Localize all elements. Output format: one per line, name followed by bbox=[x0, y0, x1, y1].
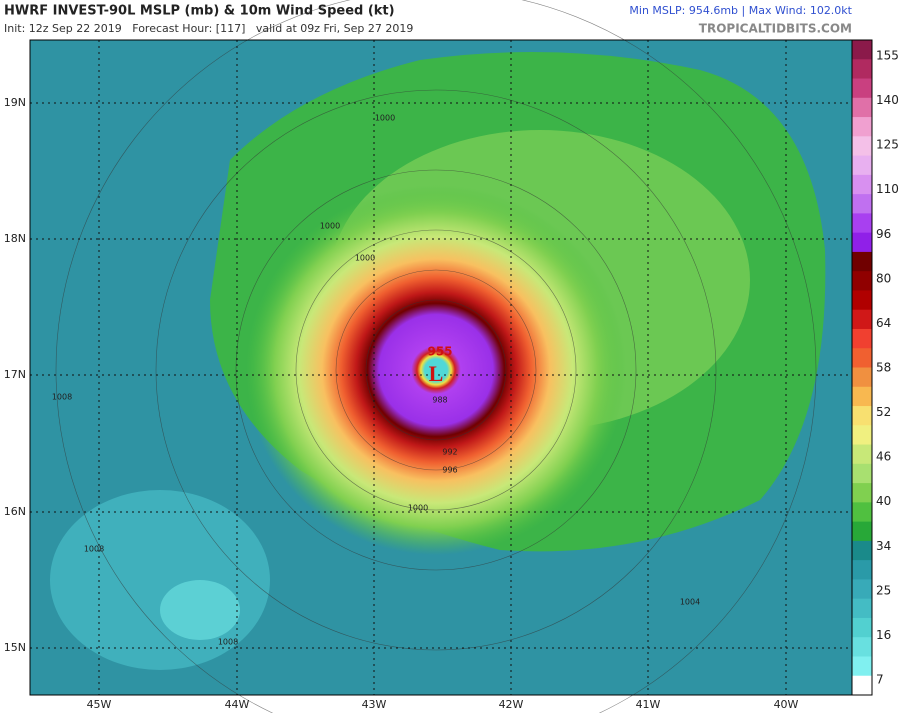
colorbar-segment bbox=[852, 213, 872, 234]
longitude-label: 42W bbox=[499, 698, 524, 711]
title: HWRF INVEST-90L MSLP (mb) & 10m Wind Spe… bbox=[4, 4, 395, 19]
isobar-label: 1000 bbox=[408, 504, 428, 513]
center-pressure: 955 bbox=[427, 345, 452, 359]
colorbar-label: 155 bbox=[876, 49, 899, 63]
isobar-label: 1008 bbox=[218, 638, 238, 647]
colorbar-segment bbox=[852, 463, 872, 484]
isobar-label: 1008 bbox=[52, 393, 72, 402]
colorbar-segment bbox=[852, 309, 872, 330]
colorbar-segment bbox=[852, 656, 872, 677]
isobar-label: 988 bbox=[432, 396, 447, 405]
colorbar-segment bbox=[852, 367, 872, 388]
latitude-label: 18N bbox=[4, 232, 26, 245]
isobars bbox=[55, 0, 817, 717]
colorbar-segment bbox=[852, 232, 872, 253]
isobar-label: 1004 bbox=[680, 598, 700, 607]
colorbar-label: 110 bbox=[876, 182, 899, 196]
low-center: L bbox=[429, 361, 444, 386]
isobar-label: 992 bbox=[442, 448, 457, 457]
graticule bbox=[30, 40, 852, 695]
latitude-label: 19N bbox=[4, 96, 26, 109]
colorbar-frame bbox=[851, 39, 873, 696]
source: TROPICALTIDBITS.COM bbox=[699, 22, 852, 36]
colorbar-segment bbox=[852, 174, 872, 195]
colorbar-segment bbox=[852, 406, 872, 426]
isobar-label: 1008 bbox=[84, 545, 104, 554]
colorbar-segment bbox=[852, 251, 872, 272]
longitude-label: 45W bbox=[87, 698, 112, 711]
colorbar-segment bbox=[852, 425, 872, 446]
longitude-label: 43W bbox=[362, 698, 387, 711]
colorbar-label: 40 bbox=[876, 494, 891, 508]
hurricane-core bbox=[246, 185, 626, 555]
colorbar: 155 140 125 110 96 80 64 58 52 46 40 34 25 16 7 bbox=[851, 39, 899, 696]
colorbar-segment bbox=[852, 59, 872, 80]
colorbar-label: 96 bbox=[876, 227, 891, 241]
colorbar-label: 64 bbox=[876, 316, 891, 330]
subtitle: Init: 12z Sep 22 2019 Forecast Hour: [11… bbox=[4, 22, 413, 35]
latitude-label: 16N bbox=[4, 505, 26, 518]
colorbar-segment bbox=[852, 136, 872, 157]
colorbar-segment bbox=[852, 194, 872, 214]
isobar-label: 1000 bbox=[375, 114, 395, 123]
colorbar-segment bbox=[852, 328, 872, 349]
colorbar-segment bbox=[852, 117, 872, 137]
colorbar-segment bbox=[852, 290, 872, 311]
colorbar-segment bbox=[852, 637, 872, 657]
colorbar-label: 7 bbox=[876, 673, 884, 687]
latitude-label: 15N bbox=[4, 641, 26, 654]
colorbar-segment bbox=[852, 155, 872, 176]
longitude-label: 40W bbox=[774, 698, 799, 711]
colorbar-segment bbox=[852, 560, 872, 580]
colorbar-segment bbox=[852, 540, 872, 561]
colorbar-segment bbox=[852, 579, 872, 600]
isobar-label: 1000 bbox=[355, 254, 375, 263]
colorbar-segment bbox=[852, 348, 872, 368]
colorbar-segment bbox=[852, 271, 872, 291]
colorbar-label: 16 bbox=[876, 628, 891, 642]
colorbar-segment bbox=[852, 78, 872, 99]
colorbar-segment bbox=[852, 444, 872, 465]
colorbar-segment bbox=[852, 40, 872, 60]
isobar-label: 1000 bbox=[320, 222, 340, 231]
latitude-label: 17N bbox=[4, 368, 26, 381]
colorbar-label: 80 bbox=[876, 271, 891, 285]
longitude-label: 41W bbox=[636, 698, 661, 711]
map: L 955 bbox=[30, 0, 852, 717]
colorbar-label: 25 bbox=[876, 583, 891, 597]
colorbar-segment bbox=[852, 97, 872, 118]
colorbar-label: 34 bbox=[876, 539, 891, 553]
colorbar-segment bbox=[852, 502, 872, 523]
colorbar-label: 58 bbox=[876, 361, 891, 375]
weak-wind-patch bbox=[160, 580, 240, 640]
colorbar-segment bbox=[852, 598, 872, 619]
colorbar-segment bbox=[852, 386, 872, 407]
colorbar-label: 46 bbox=[876, 450, 891, 464]
colorbar-label: 125 bbox=[876, 138, 899, 152]
colorbar-segment bbox=[852, 617, 872, 638]
longitude-label: 44W bbox=[225, 698, 250, 711]
stats: Min MSLP: 954.6mb | Max Wind: 102.0kt bbox=[629, 4, 852, 17]
colorbar-segment bbox=[852, 675, 872, 696]
colorbar-label: 52 bbox=[876, 405, 891, 419]
isobar-label: 996 bbox=[442, 466, 457, 475]
colorbar-label: 140 bbox=[876, 93, 899, 107]
colorbar-segment bbox=[852, 521, 872, 542]
colorbar-segment bbox=[852, 483, 872, 503]
